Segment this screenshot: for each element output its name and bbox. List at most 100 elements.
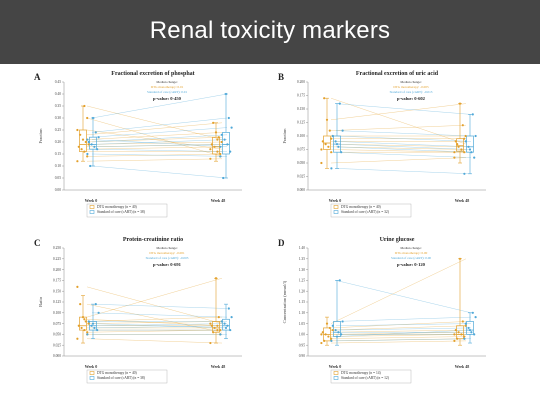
legend-label-soc: Standard of care (cART) (n = 38) [97, 376, 146, 380]
legend-swatch-soc [89, 210, 95, 214]
pair-line-dtg [330, 157, 467, 164]
legend-swatch-soc [89, 376, 95, 380]
median-change-dtg: DTG monotherapy: -0.001 [149, 251, 185, 255]
point-soc-week48 [467, 326, 470, 330]
p-value: p-value: 0·450 [153, 96, 182, 101]
slide-title: Renal toxicity markers [149, 17, 391, 44]
y-tick-label: 0.05 [55, 176, 61, 180]
y-tick-label: 0.000 [297, 188, 305, 192]
point-soc-week48 [219, 145, 222, 148]
point-dtg-week48 [210, 143, 213, 146]
legend-swatch-dtg [333, 371, 339, 375]
point-soc-week48 [224, 92, 228, 96]
point-dtg-week48 [453, 333, 456, 336]
point-dtg-week48 [460, 333, 463, 336]
y-axis-label: Fraction [38, 128, 43, 144]
legend-label-soc: Standard of care (cART) (n = 32) [341, 210, 390, 214]
point-dtg-week0 [331, 328, 334, 332]
point-soc-week0 [94, 131, 97, 134]
point-dtg-week48 [463, 335, 466, 338]
y-tick-label: 0.100 [297, 134, 305, 138]
pair-line-dtg [330, 336, 467, 339]
point-soc-week48 [463, 337, 466, 340]
point-dtg-week48 [460, 148, 463, 151]
point-soc-week0 [97, 311, 100, 314]
pair-line-soc [91, 127, 228, 138]
legend-swatch-soc [333, 376, 339, 380]
point-dtg-week0 [81, 316, 85, 319]
point-dtg-week48 [216, 328, 219, 332]
panel-label: D [278, 238, 285, 248]
point-dtg-week48 [209, 341, 212, 345]
point-dtg-week48 [458, 102, 462, 105]
point-soc-week48 [468, 328, 472, 332]
point-dtg-week48 [458, 257, 462, 260]
point-soc-week48 [471, 311, 474, 314]
x-tick-label: Week 0 [329, 364, 342, 369]
point-dtg-week48 [461, 320, 464, 323]
median-change-title: Median change: [156, 246, 177, 250]
point-dtg-week0 [324, 333, 327, 336]
y-tick-label: 0.025 [53, 343, 61, 347]
point-dtg-week0 [321, 331, 324, 334]
point-dtg-week0 [86, 155, 89, 158]
point-dtg-week48 [217, 316, 220, 319]
point-soc-week0 [334, 328, 337, 332]
point-soc-week48 [223, 138, 226, 141]
p-value: p-value: 0·120 [397, 262, 426, 267]
point-dtg-week48 [464, 324, 467, 327]
median-change-soc: Standard of care (cART): -0.013 [390, 90, 433, 94]
pair-line-dtg [330, 329, 467, 333]
point-soc-week48 [464, 322, 467, 325]
chart-title: Fractional excretion of uric acid [356, 71, 439, 77]
y-tick-label: 1.30 [299, 268, 305, 272]
pair-line-soc [91, 323, 228, 329]
pair-line-soc [335, 327, 472, 331]
y-tick-label: 1.25 [299, 279, 305, 283]
point-soc-week0 [337, 331, 340, 334]
point-dtg-week48 [457, 145, 460, 148]
panel-b: B Fractional excretion of uric acid 0.000 0… [276, 68, 526, 226]
point-soc-week48 [471, 113, 474, 116]
y-tick-label: 0.200 [297, 80, 305, 84]
point-dtg-week48 [464, 134, 467, 138]
pair-line-soc [335, 146, 472, 153]
point-soc-week48 [470, 331, 473, 334]
legend-swatch-dtg [89, 205, 95, 209]
point-dtg-week0 [86, 331, 89, 334]
point-dtg-week48 [209, 157, 212, 160]
point-dtg-week48 [214, 131, 218, 134]
point-soc-week48 [468, 148, 472, 151]
pair-line-soc [91, 117, 228, 133]
point-dtg-week48 [213, 326, 216, 330]
point-dtg-week48 [214, 277, 218, 280]
pair-line-soc [91, 144, 228, 148]
point-soc-week0 [96, 148, 99, 151]
point-soc-week48 [219, 155, 222, 158]
point-soc-week0 [331, 324, 334, 327]
pair-line-dtg [330, 146, 467, 150]
point-dtg-week0 [328, 326, 331, 330]
point-dtg-week0 [80, 148, 83, 151]
point-dtg-week0 [320, 161, 323, 165]
x-tick-label: Week 0 [85, 364, 98, 369]
y-tick-label: 0.175 [297, 94, 305, 98]
y-tick-label: 1.40 [299, 246, 305, 250]
point-dtg-week48 [210, 324, 213, 327]
point-soc-week48 [224, 326, 228, 330]
point-soc-week0 [338, 102, 341, 105]
pair-line-dtg [86, 303, 223, 333]
point-soc-week48 [463, 172, 466, 175]
point-dtg-week48 [453, 151, 456, 154]
median-change-soc: Standard of care (cART): 0.01 [147, 90, 187, 94]
point-dtg-week0 [83, 328, 86, 332]
point-dtg-week48 [457, 331, 460, 334]
point-soc-week0 [338, 279, 341, 282]
soc-week48-box [222, 132, 230, 155]
chart-svg: B Fractional excretion of uric acid 0.000 0… [278, 71, 486, 218]
legend-label-soc: Standard of care (cART) (n = 12) [341, 376, 390, 380]
y-tick-label: 0.00 [55, 188, 61, 192]
x-tick-label: Week 48 [211, 364, 226, 369]
median-change-dtg: DTG monotherapy: 0.01 [151, 85, 184, 89]
point-dtg-week0 [79, 303, 82, 306]
